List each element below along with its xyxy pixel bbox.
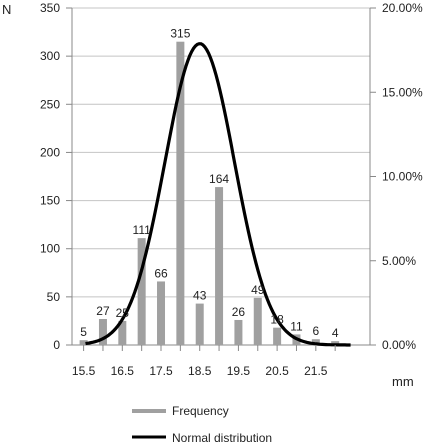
x-tick-label: 19.5 bbox=[227, 364, 251, 378]
x-tick-label: 20.5 bbox=[265, 364, 289, 378]
data-labels: 5 27 25 111 66 315 43 164 26 49 18 11 6 4 bbox=[80, 27, 339, 340]
data-label: 164 bbox=[209, 172, 229, 186]
normal-curve bbox=[85, 42, 351, 347]
x-axis-ticks: 15.5 16.5 17.5 18.5 19.5 20.5 21.5 bbox=[72, 345, 336, 378]
data-label: 49 bbox=[251, 283, 265, 297]
data-label: 6 bbox=[312, 324, 319, 338]
y-axis-title: N bbox=[2, 2, 11, 17]
x-tick-label: 16.5 bbox=[111, 364, 135, 378]
data-label: 11 bbox=[290, 319, 303, 333]
bar bbox=[195, 303, 204, 345]
y-tick-label: 150 bbox=[40, 194, 60, 208]
y2-axis-ticks: 0.00% 5.00% 10.00% 15.00% 20.00% bbox=[382, 1, 423, 352]
curve-series bbox=[85, 42, 351, 347]
data-label: 25 bbox=[116, 306, 130, 320]
bar bbox=[311, 339, 320, 345]
data-label: 43 bbox=[193, 289, 207, 303]
x-tick-label: 15.5 bbox=[72, 364, 96, 378]
legend-label-normal: Normal distribution bbox=[172, 431, 272, 445]
y2-tick-label: 15.00% bbox=[382, 85, 423, 99]
bar bbox=[157, 281, 166, 345]
bar bbox=[253, 297, 262, 345]
y2-tick-label: 20.00% bbox=[382, 1, 423, 15]
y-tick-label: 50 bbox=[47, 290, 61, 304]
y-tick-label: 300 bbox=[40, 49, 60, 63]
data-label: 5 bbox=[80, 325, 87, 339]
y-tick-label: 0 bbox=[53, 338, 60, 352]
y-axis-ticks: 0 50 100 150 200 250 300 350 bbox=[40, 1, 60, 352]
y2-tick-label: 5.00% bbox=[382, 254, 416, 268]
y-tick-label: 100 bbox=[40, 242, 60, 256]
legend-label-frequency: Frequency bbox=[172, 404, 229, 418]
x-tick-label: 18.5 bbox=[188, 364, 212, 378]
x-axis-unit: mm bbox=[392, 374, 414, 389]
bar bbox=[137, 238, 146, 345]
bar bbox=[176, 41, 185, 345]
x-tick-label: 21.5 bbox=[304, 364, 328, 378]
y2-tick-label: 0.00% bbox=[382, 338, 416, 352]
data-label: 26 bbox=[232, 305, 246, 319]
data-label: 66 bbox=[154, 266, 168, 280]
bar bbox=[234, 319, 243, 345]
y2-tick-label: 10.00% bbox=[382, 170, 423, 184]
bar bbox=[79, 340, 88, 345]
legend: Frequency Normal distribution bbox=[132, 404, 272, 445]
bar bbox=[331, 341, 340, 345]
bar-series bbox=[79, 41, 340, 345]
bar bbox=[273, 327, 282, 345]
bar bbox=[118, 320, 127, 345]
bar bbox=[215, 187, 224, 345]
x-tick-label: 17.5 bbox=[149, 364, 173, 378]
y-tick-label: 200 bbox=[40, 145, 60, 159]
data-label: 315 bbox=[170, 27, 190, 41]
y-tick-label: 250 bbox=[40, 97, 60, 111]
data-label: 4 bbox=[332, 326, 339, 340]
y-tick-label: 350 bbox=[40, 1, 60, 15]
data-label: 18 bbox=[270, 313, 284, 327]
bar bbox=[98, 319, 107, 345]
data-label: 27 bbox=[96, 304, 110, 318]
data-label: 111 bbox=[133, 223, 152, 237]
